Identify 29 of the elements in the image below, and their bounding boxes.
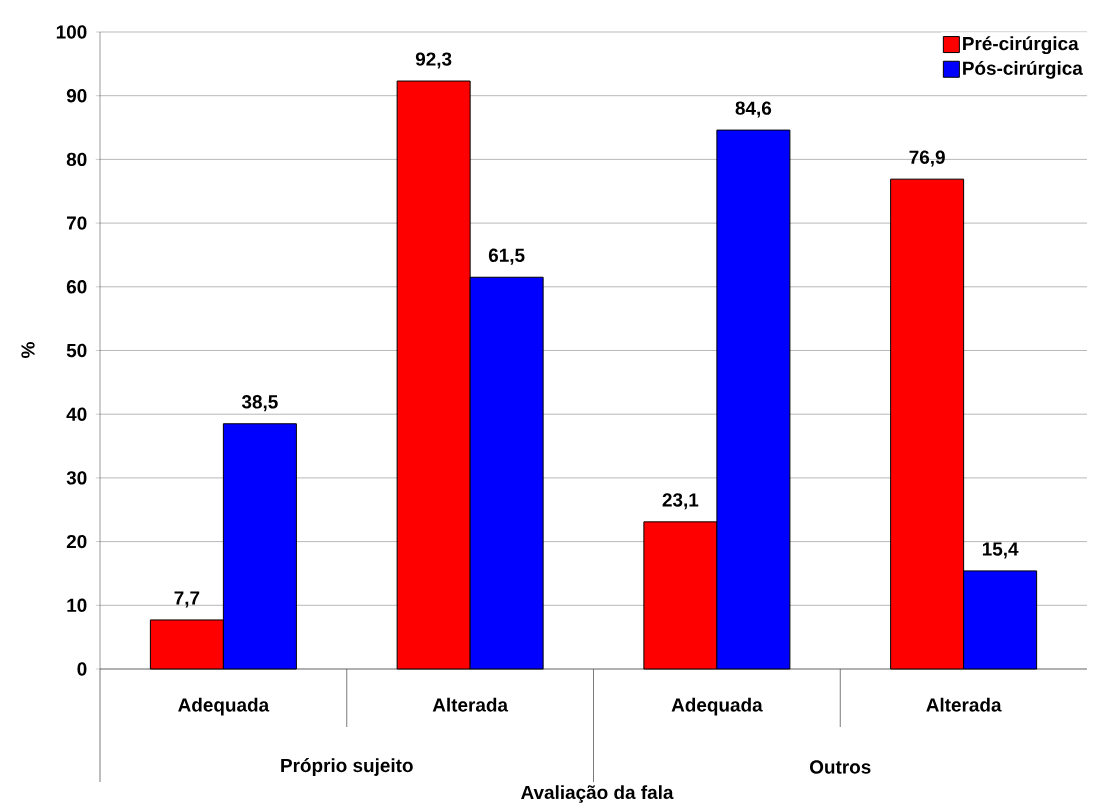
x-tick-label: Adequada (178, 697, 270, 716)
data-label: 61,5 (488, 248, 525, 265)
y-tick-label: 20 (66, 534, 87, 549)
y-tick-label: 80 (66, 152, 87, 167)
text: Outros (810, 760, 871, 774)
data-label: 15,4 (982, 542, 1019, 559)
data-label: 76,9 (909, 150, 945, 167)
y-tick-label: 50 (66, 343, 87, 358)
x-tick-label: Alterada (432, 697, 509, 712)
x-axis-title: Avaliação da fala (521, 785, 674, 803)
text: Próprio sujeito (281, 758, 413, 776)
y-tick-label: 40 (66, 407, 87, 421)
data-label: 38,5 (241, 395, 278, 412)
data-label: 7,7 (174, 591, 200, 608)
y-tick-label: 70 (67, 216, 87, 230)
y-tick-label: 90 (66, 88, 87, 103)
y-tick-label: 100 (56, 25, 87, 39)
data-label: 84,6 (735, 101, 772, 118)
legend-label: Pós-cirúrgica (963, 60, 1083, 79)
x-tick-label: Adequada (671, 697, 763, 716)
y-axis-title: % (21, 342, 35, 358)
data-label: 92,3 (415, 52, 452, 69)
y-tick-label: 0 (77, 662, 87, 676)
y-tick-label: 10 (67, 598, 87, 612)
legend-label: Pré-cirúrgica (963, 36, 1079, 55)
data-label: 23,1 (662, 493, 699, 510)
y-tick-label: 30 (66, 471, 87, 485)
y-tick-label: 60 (66, 280, 87, 294)
x-tick-label: Alterada (926, 697, 1002, 712)
